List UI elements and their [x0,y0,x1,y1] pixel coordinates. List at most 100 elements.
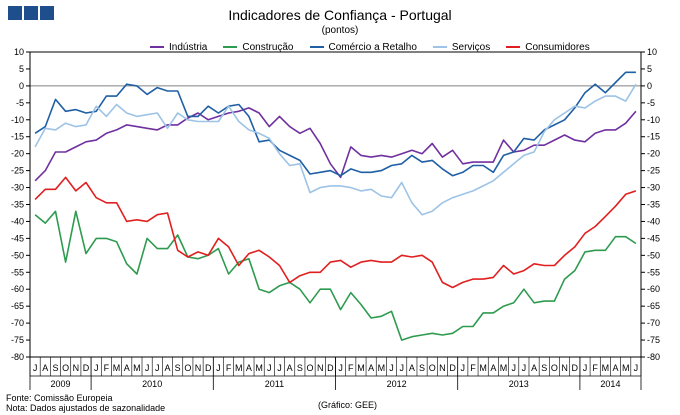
y-tick-label-left: -70 [11,318,24,328]
y-tick-label-left: -15 [11,132,24,142]
x-month-label: A [164,363,170,373]
x-month-label: A [287,363,293,373]
y-tick-label-left: -30 [11,183,24,193]
series-line-consumidores [34,176,637,289]
legend-item-servicos: Serviços [432,40,491,54]
x-month-label: J [277,363,282,373]
y-tick-label-right: -25 [647,166,660,176]
y-tick-label-right: -70 [647,318,660,328]
x-month-label: J [511,363,516,373]
x-month-label: D [205,363,212,373]
y-tick-label-right: 0 [647,81,652,91]
legend-label-industria: Indústria [169,41,208,53]
x-month-label: N [195,363,202,373]
x-month-label: J [33,363,38,373]
x-month-label: D [449,363,456,373]
y-tick-label-right: -45 [647,233,660,243]
x-month-label: A [531,363,537,373]
x-month-label: D [572,363,579,373]
x-month-label: M [378,363,386,373]
x-month-label: A [246,363,252,373]
y-tick-label-left: 10 [14,47,24,57]
x-month-label: J [216,363,221,373]
x-month-label: J [399,363,404,373]
series-line-construcao [34,210,637,341]
x-month-label: M [622,363,630,373]
x-month-label: J [389,363,394,373]
x-year-label: 2011 [265,379,284,389]
x-month-label: J [583,363,588,373]
legend-label-construcao: Construção [242,41,294,53]
y-tick-label-right: -65 [647,301,660,311]
x-month-label: N [317,363,324,373]
y-tick-label-left: -75 [11,335,24,345]
x-month-label: S [541,363,547,373]
y-tick-label-right: 10 [647,47,657,57]
x-month-label: J [522,363,527,373]
y-tick-label-left: -10 [11,115,24,125]
legend: Indústria Construção Comércio a Retalho … [150,40,606,54]
logo-square-2 [24,6,38,20]
x-month-label: F [226,363,232,373]
footer-note: Nota: Dados ajustados de sazonalidade [6,403,166,413]
legend-swatch-industria [150,46,164,48]
y-tick-label-left: -45 [11,233,24,243]
x-month-label: M [235,363,243,373]
x-month-label: S [297,363,303,373]
y-tick-label-left: -25 [11,166,24,176]
x-month-label: M [113,363,121,373]
legend-label-comercio: Comércio a Retalho [328,41,417,53]
logo-square-3 [40,6,54,20]
x-month-label: F [470,363,476,373]
x-month-label: A [409,363,415,373]
x-year-label: 2009 [51,379,71,389]
x-year-label: 2013 [509,379,529,389]
x-month-label: F [348,363,354,373]
chart-title: Indicadores de Confiança - Portugal [228,7,452,23]
x-month-label: M [602,363,610,373]
x-month-label: N [73,363,80,373]
x-month-label: J [634,363,639,373]
x-month-label: J [145,363,150,373]
series-line-servicos [34,83,637,216]
chart-subtitle: (pontos) [321,25,359,36]
y-tick-label-left: -65 [11,301,24,311]
x-month-label: M [133,363,141,373]
y-tick-label-right: -30 [647,183,660,193]
x-month-label: S [419,363,425,373]
y-tick-label-right: -20 [647,149,660,159]
series-line-comercio-a-retalho [34,71,636,177]
legend-label-consumidores: Consumidores [525,41,590,53]
x-month-label: M [479,363,487,373]
y-tick-label-right: 5 [647,64,652,74]
x-month-label: S [52,363,58,373]
y-tick-label-left: -55 [11,267,24,277]
x-month-label: O [307,363,314,373]
y-tick-label-left: -20 [11,149,24,159]
x-month-label: M [500,363,508,373]
legend-swatch-consumidores [506,46,521,48]
footer-source: Fonte: Comissão Europeia [6,393,113,403]
x-month-label: O [184,363,191,373]
y-tick-label-left: 0 [19,81,24,91]
x-month-label: M [255,363,263,373]
x-month-label: D [327,363,334,373]
legend-label-servicos: Serviços [451,41,491,53]
y-tick-label-right: -55 [647,267,660,277]
x-month-label: O [429,363,436,373]
x-month-label: F [592,363,598,373]
y-tick-label-left: -50 [11,250,24,260]
x-month-label: O [551,363,558,373]
footer-credit: (Gráfico: GEE) [318,400,378,410]
x-month-label: A [490,363,496,373]
y-tick-label-left: -60 [11,284,24,294]
x-year-label: 2012 [387,379,407,389]
x-month-label: M [357,363,365,373]
x-month-label: J [338,363,343,373]
legend-swatch-servicos [432,46,447,48]
x-month-label: A [368,363,374,373]
x-month-label: A [124,363,130,373]
x-month-label: A [42,363,48,373]
x-month-label: J [94,363,99,373]
